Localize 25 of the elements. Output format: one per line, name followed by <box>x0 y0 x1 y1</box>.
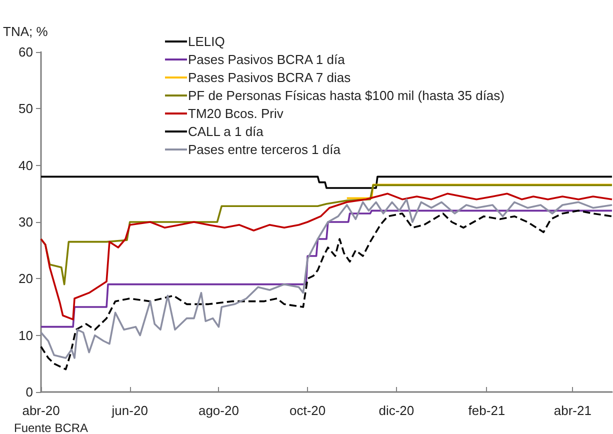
legend-label: Pases Pasivos BCRA 1 día <box>188 52 346 67</box>
y-tick-label: 0 <box>26 384 33 400</box>
x-tick-label: oct-20 <box>289 403 326 418</box>
legend-label: TM20 Bcos. Priv <box>188 106 284 121</box>
line-series <box>40 192 613 320</box>
source-note: Fuente BCRA <box>14 421 88 434</box>
line-series <box>40 210 613 328</box>
y-tick-label: 20 <box>18 271 33 286</box>
x-tick-label: feb-21 <box>468 403 506 418</box>
legend-label: Pases Pasivos BCRA 7 dias <box>188 70 352 85</box>
x-tick-label: abr-20 <box>22 403 60 418</box>
x-tick-label: dic-20 <box>378 403 414 418</box>
legend-label: LELIQ <box>188 34 225 49</box>
y-tick-label: 30 <box>18 214 33 230</box>
y-tick-label: 60 <box>18 44 33 60</box>
x-tick-label: ago-20 <box>198 403 239 418</box>
y-tick-label: 40 <box>18 158 33 173</box>
legend-label: CALL a 1 día <box>188 124 264 139</box>
y-axis-title: TNA; % <box>3 24 48 39</box>
x-tick-label: abr-21 <box>554 403 592 418</box>
legend-label: PF de Personas Físicas hasta $100 mil (hasta 35 días) <box>188 88 504 103</box>
y-tick-label: 10 <box>18 328 33 343</box>
y-tick-label: 50 <box>18 101 33 116</box>
legend-label: Pases entre terceros 1 día <box>188 142 342 157</box>
x-tick-label: jun-20 <box>110 403 148 418</box>
